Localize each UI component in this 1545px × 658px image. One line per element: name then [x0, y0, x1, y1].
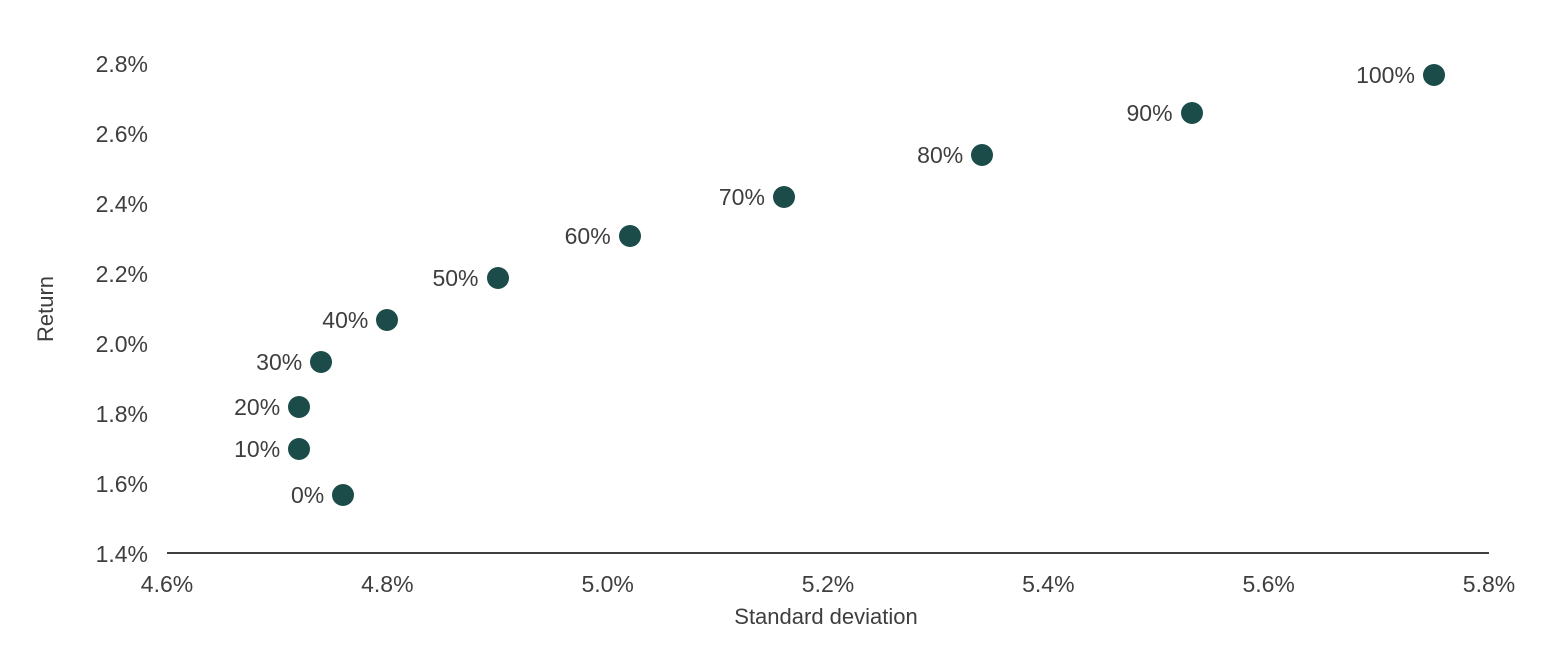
scatter-point	[288, 396, 311, 418]
scatter-point	[310, 350, 333, 373]
scatter-point	[1422, 63, 1445, 86]
scatter-point-label: 10%	[234, 436, 281, 462]
scatter-point-label: 70%	[718, 184, 765, 210]
scatter-point	[618, 224, 641, 247]
scatter-point-label: 80%	[917, 142, 964, 168]
scatter-point	[486, 266, 509, 289]
y-tick-label: 2.8%	[95, 51, 148, 77]
scatter-point	[376, 308, 399, 331]
y-tick-label: 1.4%	[95, 541, 148, 567]
x-tick-label: 5.0%	[581, 571, 634, 597]
x-tick-label: 4.6%	[140, 571, 194, 597]
scatter-point-label: 50%	[432, 264, 479, 291]
x-axis-title: Standard deviation	[734, 604, 918, 629]
scatter-point	[288, 438, 311, 460]
x-tick-label: 5.4%	[1022, 571, 1075, 597]
scatter-point	[1180, 102, 1203, 124]
x-tick-label: 5.6%	[1242, 571, 1295, 597]
y-tick-label: 1.8%	[95, 401, 148, 427]
scatter-point-label: 0%	[291, 481, 325, 508]
scatter-point-label: 40%	[322, 306, 369, 333]
scatter-point	[772, 186, 795, 208]
x-axis-line	[167, 552, 1489, 554]
scatter-point-label: 60%	[564, 222, 611, 249]
y-tick-label: 2.0%	[95, 331, 148, 357]
scatter-point	[332, 483, 355, 506]
scatter-point-label: 100%	[1356, 61, 1415, 88]
scatter-point	[971, 144, 994, 166]
y-tick-label: 2.4%	[95, 191, 148, 217]
scatter-point-label: 20%	[234, 394, 281, 420]
scatter-point-label: 30%	[256, 348, 303, 375]
x-tick-label: 4.8%	[361, 571, 414, 597]
x-tick-label: 5.8%	[1462, 571, 1516, 597]
scatter-point-label: 90%	[1126, 100, 1173, 126]
y-tick-label: 2.2%	[95, 261, 148, 287]
x-tick-label: 5.2%	[801, 571, 855, 597]
y-tick-label: 2.6%	[95, 121, 148, 147]
y-axis-title: Return	[33, 275, 58, 343]
y-tick-label: 1.6%	[95, 471, 148, 497]
